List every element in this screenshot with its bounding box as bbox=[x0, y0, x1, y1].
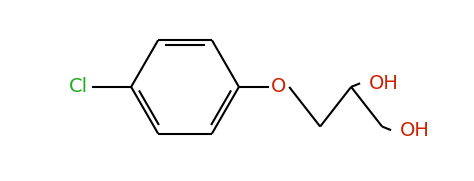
Text: O: O bbox=[271, 77, 286, 96]
Text: OH: OH bbox=[400, 121, 430, 140]
Text: OH: OH bbox=[369, 74, 399, 93]
Text: Cl: Cl bbox=[69, 77, 88, 96]
